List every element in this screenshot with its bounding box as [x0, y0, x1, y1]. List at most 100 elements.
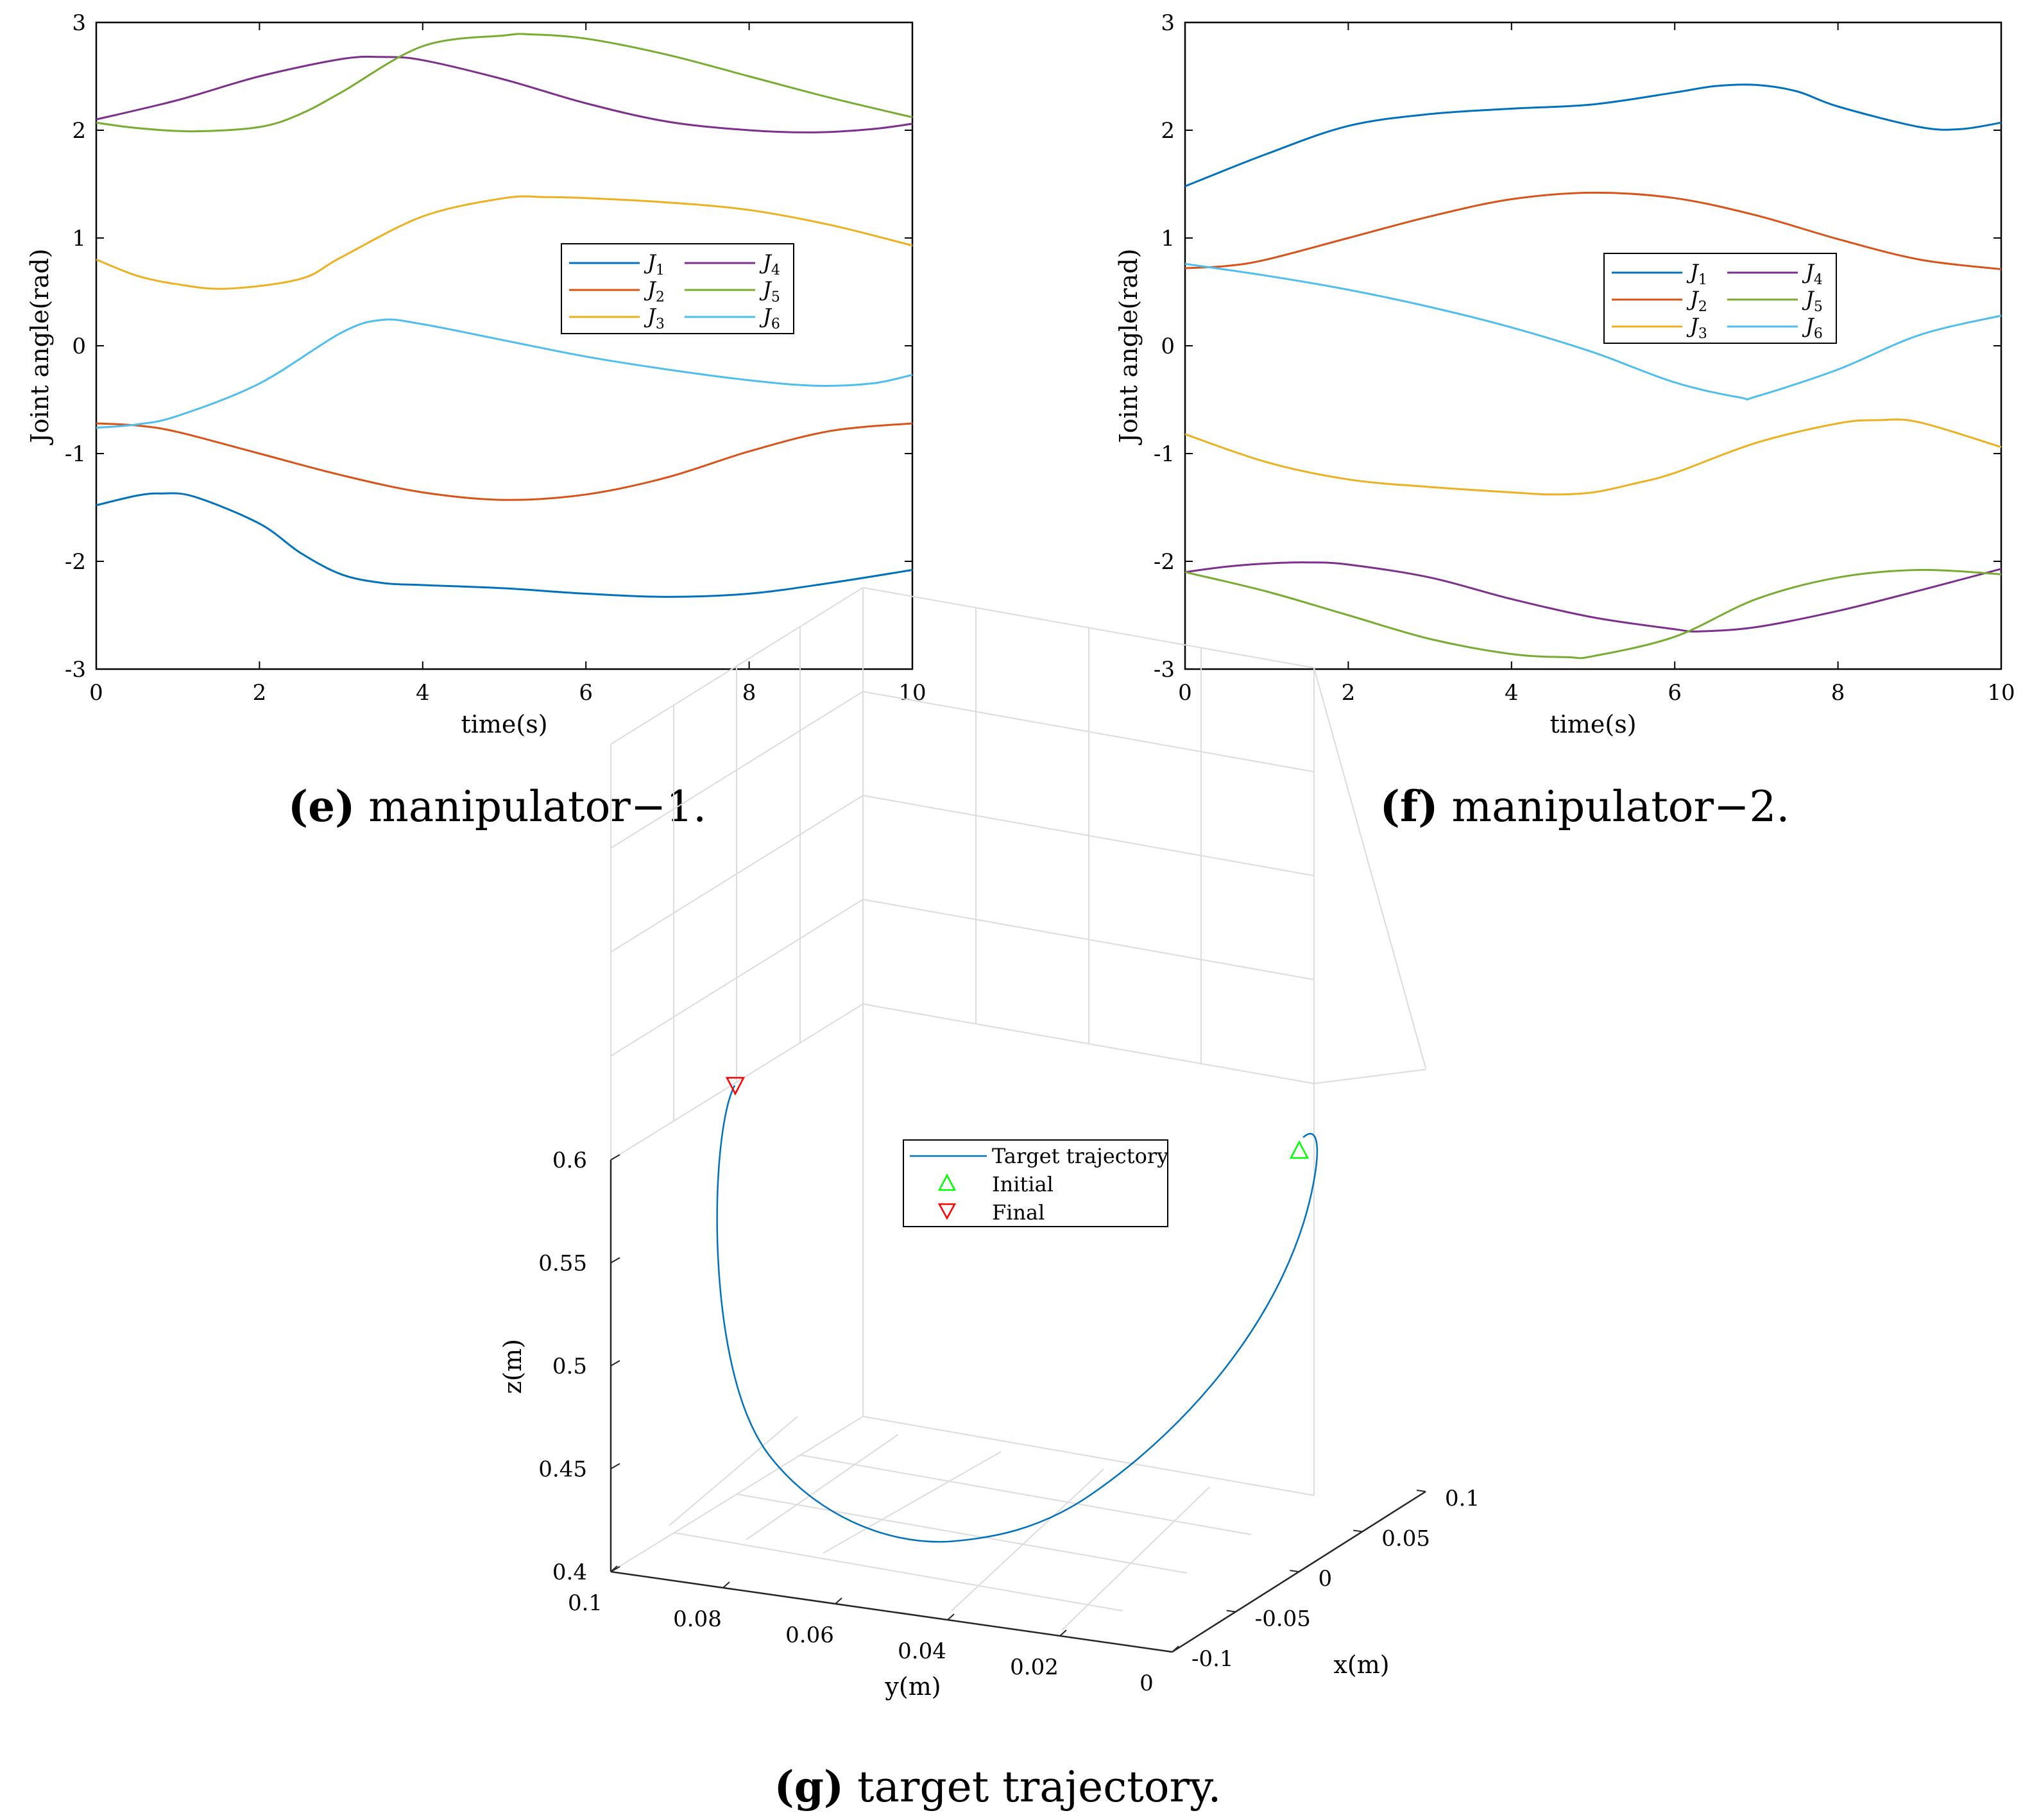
x-tick-label-3d: -0.05	[1255, 1606, 1311, 1632]
legend-label-trajectory: Target trajectory	[992, 1144, 1168, 1168]
grid-line	[1061, 1486, 1210, 1631]
y-ticks-e: -3 -2 -1 0 1 2 3	[65, 10, 912, 683]
y-axis-label-f: Joint angle(rad)	[1114, 249, 1143, 446]
x-tick-mark-3d	[1226, 1610, 1236, 1613]
y-tick-mark-3d	[1059, 1629, 1067, 1637]
z-tick-label: 0.5	[552, 1354, 587, 1379]
final-triangle-marker	[725, 1076, 746, 1096]
series-line-j4	[96, 55, 913, 133]
z-tick-label: 0.45	[538, 1457, 587, 1483]
subplot-g-3d: 0.4 0.45 0.5 0.55 0.6 0.1 0.08 0.06 0.04 0.02 0 -0.…	[499, 587, 1480, 1701]
final-marker	[725, 1076, 746, 1096]
series-lines-f	[1184, 83, 2002, 659]
y-tick-mark-3d	[835, 1597, 842, 1604]
axes-3d-front	[610, 1160, 1426, 1653]
legend-label-j1: J1	[644, 250, 665, 278]
y-axis-label-g: y(m)	[884, 1672, 941, 1701]
y-tick-mark-3d	[610, 1565, 618, 1572]
y-tick-label-3d: 0.06	[785, 1622, 834, 1648]
x-tick-label-3d: 0.05	[1381, 1526, 1430, 1552]
z-tick-label: 0.55	[538, 1251, 587, 1277]
grid-line	[823, 1451, 1002, 1554]
series-line-j6	[1184, 262, 2002, 401]
y-axis-line	[610, 1570, 1173, 1653]
z-axis-label: z(m)	[499, 1339, 527, 1394]
legend-box-f	[1603, 253, 1837, 344]
x-ticks-f: 0 2 4 6 8 10	[1178, 22, 2015, 706]
initial-triangle-marker	[1289, 1140, 1310, 1159]
y-tick-mark-3d	[722, 1581, 730, 1588]
y-tick-label-3d: 0.08	[673, 1606, 722, 1632]
y-tick-label: 0	[72, 334, 86, 359]
axes-box-f	[1184, 21, 2002, 670]
series-line-j2	[1184, 191, 2002, 271]
x-tick-mark-3d	[1163, 1650, 1173, 1653]
y-tick-label: -3	[65, 657, 86, 683]
caption-e: (e) manipulator−1.	[288, 781, 706, 831]
legend-box-e	[561, 243, 794, 334]
y-tick-label: -2	[65, 549, 86, 575]
z-tick-mark	[610, 1360, 620, 1366]
z-tick-label: 0.6	[552, 1148, 587, 1173]
y-tick-mark-3d	[1172, 1646, 1179, 1653]
series-line-j2	[96, 422, 913, 501]
x-tick-label: 6	[579, 680, 593, 706]
x-tick-label: 6	[1668, 680, 1682, 706]
y-tick-label: 2	[72, 118, 86, 144]
y-tick-label: -1	[65, 441, 86, 467]
grid-line	[1313, 667, 1426, 1069]
legend-label-initial: Initial	[992, 1172, 1054, 1196]
x-tick-label: 8	[1831, 680, 1845, 706]
grid-line	[669, 1416, 798, 1526]
x-tick-label: 4	[416, 680, 430, 706]
series-line-j3	[96, 195, 913, 290]
series-lines-e	[96, 33, 913, 598]
y-ticks-f: -3 -2 -1 0 1 2 3	[1154, 10, 2001, 683]
z-tick-mark	[610, 1463, 620, 1470]
series-line-j5	[96, 33, 913, 133]
caption-f: (f) manipulator−2.	[1380, 781, 1790, 831]
initial-marker	[1289, 1140, 1310, 1159]
y-tick-label: 2	[1161, 118, 1175, 144]
grid-line	[610, 1003, 864, 1161]
y-tick-label: 1	[1161, 226, 1175, 251]
series-line-j3	[1184, 418, 2002, 496]
x-tick-label: 2	[253, 680, 267, 706]
target-trajectory-line	[716, 1085, 1319, 1543]
axes-box-e	[95, 21, 914, 670]
grid-line	[862, 1416, 1315, 1496]
x-tick-label: 0	[1178, 680, 1192, 706]
y-tick-label: -1	[1154, 441, 1175, 467]
x-tick-label-3d: 0.1	[1445, 1486, 1480, 1511]
y-tick-label-3d: 0.1	[568, 1590, 602, 1616]
x-tick-label: 8	[742, 680, 756, 706]
grid-line	[862, 587, 1315, 668]
series-line-j4	[1184, 561, 2002, 633]
grid-3d	[610, 587, 1426, 1631]
subplot-f: 0 2 4 6 8 10 -3 -2 -1 0 1 2 3 time(s) Joint angle(r…	[1114, 10, 2015, 738]
z-tick-mark	[610, 1154, 620, 1161]
x-tick-label: 2	[1342, 680, 1356, 706]
legend-swatch-initial	[937, 1173, 957, 1191]
grid-line	[673, 1532, 1123, 1612]
y-axis-label-e: Joint angle(rad)	[26, 249, 54, 446]
y-tick-label-3d: 0.04	[898, 1638, 946, 1664]
grid-line	[951, 1468, 1104, 1612]
y-tick-label: -2	[1154, 549, 1175, 575]
x-axis-label-g: x(m)	[1333, 1651, 1389, 1679]
ticks-g: 0.4 0.45 0.5 0.55 0.6 0.1 0.08 0.06 0.04 0.02 0 -0.…	[538, 1148, 1480, 1696]
z-tick-mark	[610, 1257, 620, 1264]
grid-line	[1313, 1069, 1426, 1084]
x-tick-label-3d: 0	[1319, 1566, 1333, 1592]
caption-g: (g) target trajectory.	[774, 1762, 1221, 1812]
y-tick-label: 3	[72, 10, 86, 36]
legend-label-j2: J2	[644, 277, 665, 305]
series-line-j5	[1184, 568, 2002, 659]
legend-box-g	[903, 1139, 1168, 1227]
y-tick-label: 0	[1161, 334, 1175, 359]
